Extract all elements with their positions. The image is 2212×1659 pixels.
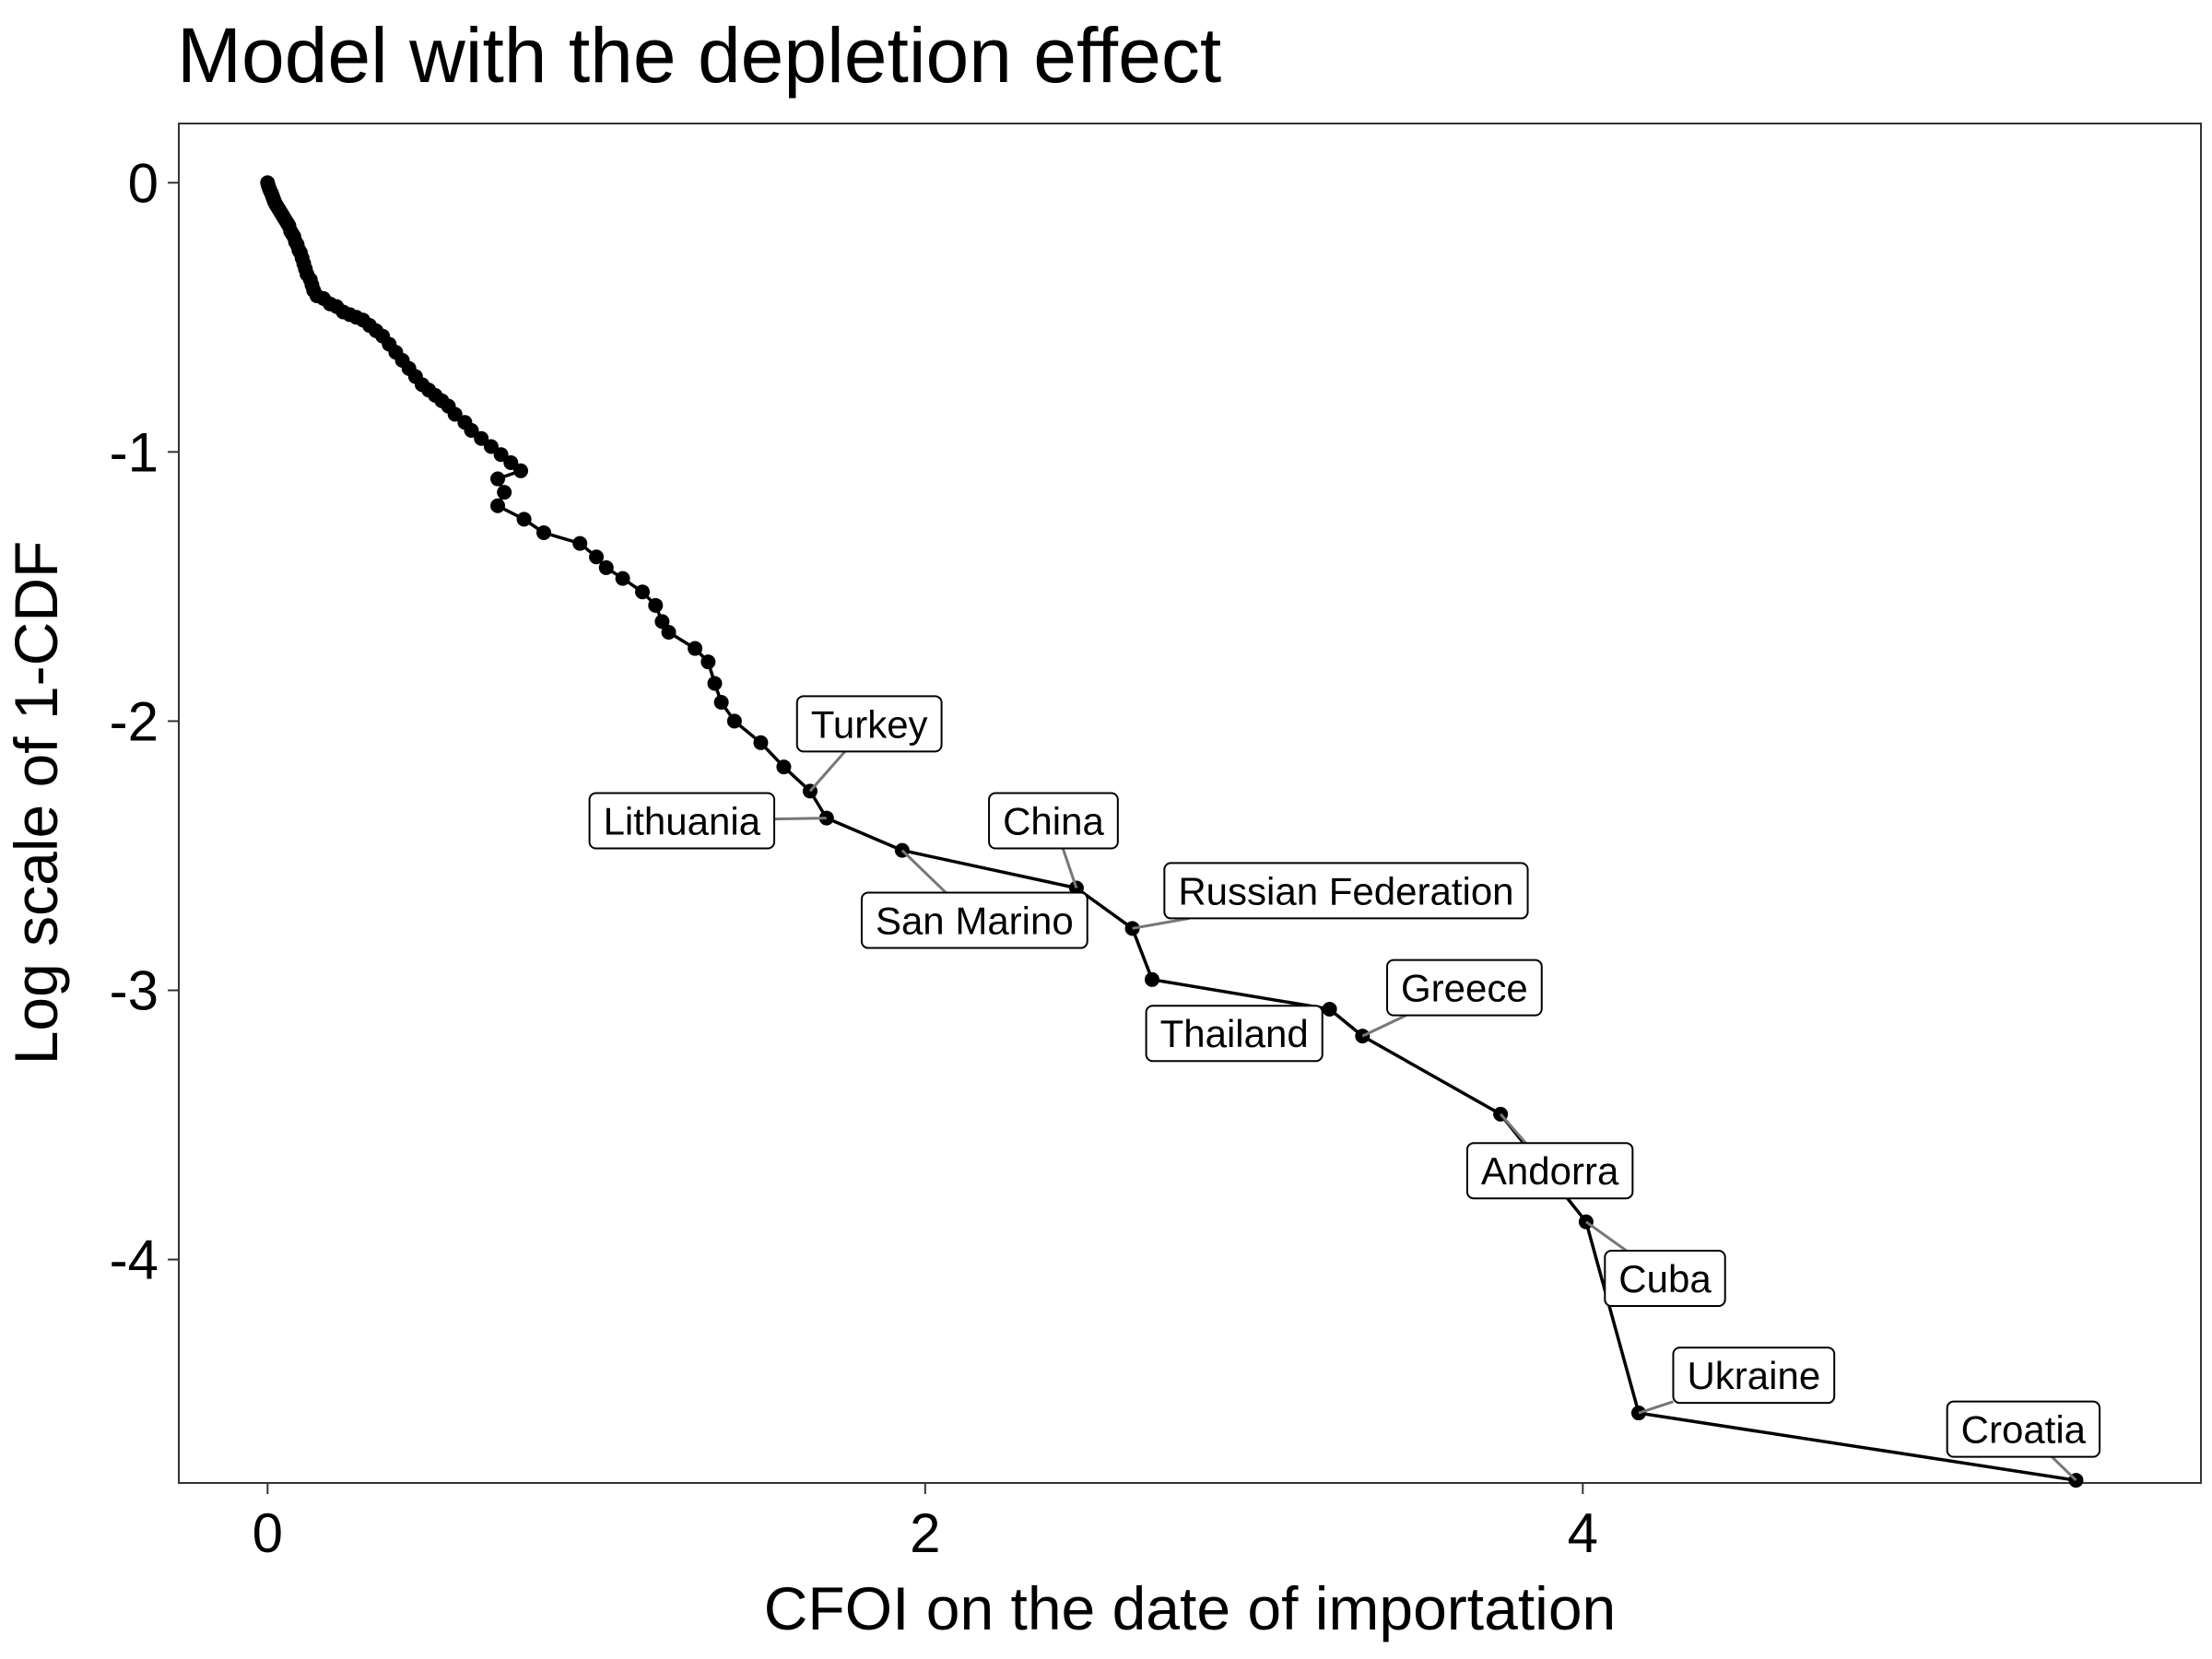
label-leader-line (1638, 1400, 1674, 1415)
label-box (1946, 1400, 2101, 1458)
label-box (588, 792, 776, 850)
y-axis-ticks: 0 -1 -2 -3 -4 (110, 152, 179, 1291)
label-text: San Marino (876, 900, 1074, 943)
data-point (1144, 971, 1159, 987)
data-point (598, 559, 614, 575)
label-box (1386, 959, 1543, 1017)
x-tick-label: 0 (253, 1502, 283, 1564)
data-point (654, 614, 670, 629)
y-tick-label: -2 (110, 690, 159, 752)
data-point (726, 713, 742, 729)
country-label: Andorra (1465, 1112, 1634, 1200)
label-box (1163, 862, 1529, 920)
data-point (503, 455, 519, 471)
label-text: Thailand (1160, 1012, 1309, 1055)
label-leader-line (808, 750, 846, 793)
data-point (700, 654, 716, 670)
y-tick-label: -4 (110, 1230, 159, 1291)
y-tick-label: -3 (110, 959, 159, 1021)
x-tick-label: 2 (910, 1502, 940, 1564)
label-text: Andorra (1481, 1149, 1619, 1193)
data-point (635, 584, 651, 600)
label-leader-line (900, 849, 947, 894)
data-point (535, 524, 551, 540)
x-axis-title: CFOI on the date of importation (764, 1574, 1616, 1642)
label-leader-line (1061, 847, 1078, 888)
data-point (713, 694, 729, 710)
country-label: Croatia (1946, 1400, 2101, 1482)
country-label: Lithuania (588, 792, 827, 850)
label-text: Cuba (1618, 1257, 1712, 1300)
data-point (661, 625, 677, 641)
label-leader-line (2051, 1455, 2077, 1482)
data-point (707, 676, 723, 691)
data-point (497, 485, 512, 500)
country-label: China (988, 792, 1119, 888)
data-point (490, 471, 506, 487)
country-label: Greece (1361, 959, 1543, 1038)
x-axis-ticks: 0 2 4 (253, 1483, 1598, 1564)
data-point (513, 463, 529, 478)
label-box (1145, 1005, 1324, 1063)
data-point (615, 571, 630, 586)
y-axis-title: Log scale of 1-CDF (2, 541, 70, 1065)
data-point (753, 735, 769, 750)
label-text: China (1003, 799, 1104, 842)
label-text: Ukraine (1687, 1354, 1820, 1397)
label-text: Croatia (1961, 1408, 2087, 1452)
label-leader-line (1132, 916, 1190, 930)
label-box (795, 695, 943, 753)
label-leader-line (774, 817, 827, 821)
label-box (1672, 1347, 1836, 1405)
data-point (464, 422, 479, 438)
label-text: Turkey (811, 702, 928, 746)
label-text: Russian Federation (1178, 869, 1513, 912)
data-point (688, 641, 703, 656)
label-leader-line (1585, 1220, 1628, 1253)
data-point (572, 535, 588, 551)
data-point (474, 430, 489, 446)
label-box (860, 891, 1088, 949)
label-box (1465, 1142, 1634, 1200)
label-leader-line (1499, 1112, 1527, 1145)
x-tick-label: 4 (1568, 1502, 1598, 1564)
data-point (493, 447, 509, 463)
data-point (516, 512, 532, 527)
country-label: Russian Federation (1132, 862, 1529, 930)
label-leader-line (1361, 1014, 1407, 1038)
data-point (490, 498, 506, 513)
label-box (1604, 1250, 1726, 1308)
data-point (447, 406, 463, 422)
data-point (648, 597, 664, 613)
country-label: Turkey (795, 695, 943, 793)
country-label: Thailand (1145, 1005, 1330, 1063)
data-point (589, 549, 605, 565)
label-text: Greece (1401, 967, 1528, 1010)
plot-panel (178, 123, 2202, 1484)
label-box (988, 792, 1119, 850)
data-point (776, 759, 792, 775)
label-leader-line (1323, 1009, 1330, 1011)
y-tick-label: -1 (110, 421, 159, 483)
country-label: Ukraine (1638, 1347, 1836, 1415)
data-point (1322, 1001, 1337, 1017)
data-point (483, 439, 499, 454)
label-layer: Turkey Lithuania China San Marino Russian Fe… (588, 695, 2101, 1482)
y-tick-label: 0 (128, 152, 159, 214)
label-text: Lithuania (604, 799, 761, 842)
series-layer (260, 175, 2084, 1488)
chart-title: Model with the depletion effect (177, 12, 1222, 99)
country-label: San Marino (860, 849, 1088, 949)
country-label: Cuba (1585, 1220, 1726, 1308)
